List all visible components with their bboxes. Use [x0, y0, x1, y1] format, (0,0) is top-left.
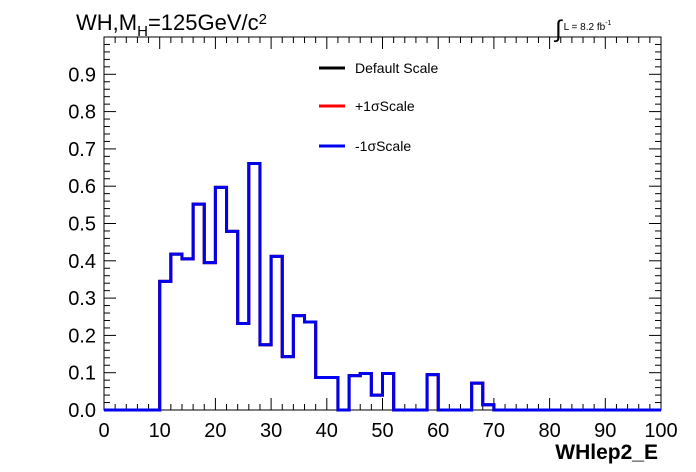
histogram-series-3 — [104, 161, 661, 412]
y-tick-label: 0.6 — [68, 176, 96, 198]
x-tick-label: 70 — [483, 420, 505, 442]
y-tick-label: 0.3 — [68, 288, 96, 310]
chart-title: WH,MH=125GeV/c2 — [76, 10, 267, 40]
y-tick-label: 0.5 — [68, 214, 96, 236]
y-tick-label: 0.1 — [68, 363, 96, 385]
x-tick-label: 10 — [149, 420, 171, 442]
title-main: =125GeV/c — [147, 10, 259, 35]
y-tick-label: 0.0 — [68, 400, 96, 422]
integral-symbol: ∫ — [555, 16, 562, 43]
x-axis-label: WHlep2_E — [555, 441, 658, 464]
luminosity-superscript: -1 — [605, 20, 612, 27]
x-tick-label: 40 — [316, 420, 338, 442]
y-tick-label: 0.7 — [68, 139, 96, 161]
y-tick-label: 0.9 — [68, 64, 96, 86]
legend-label-2: +1σScale — [355, 98, 415, 114]
x-tick-label: 30 — [260, 420, 282, 442]
y-tick-label: 0.2 — [68, 325, 96, 347]
y-tick-label: 0.4 — [68, 251, 96, 273]
x-tick-label: 80 — [538, 420, 560, 442]
plot-frame — [103, 36, 662, 411]
title-superscript: 2 — [258, 11, 267, 28]
legend-label-1: Default Scale — [355, 60, 438, 76]
title-subscript: H — [137, 23, 148, 40]
x-tick-label: 20 — [204, 420, 226, 442]
x-tick-label: 100 — [644, 420, 677, 442]
luminosity-text: L = 8.2 fb — [563, 22, 606, 33]
y-tick-label: 0.8 — [68, 102, 96, 124]
x-tick-label: 0 — [98, 420, 109, 442]
x-tick-label: 50 — [371, 420, 393, 442]
luminosity-label: ∫ L = 8.2 fb-1 — [555, 9, 612, 43]
legend-label-3: -1σScale — [355, 138, 411, 154]
x-tick-label: 60 — [427, 420, 449, 442]
title-prefix: WH,M — [76, 10, 138, 35]
x-tick-label: 90 — [594, 420, 616, 442]
